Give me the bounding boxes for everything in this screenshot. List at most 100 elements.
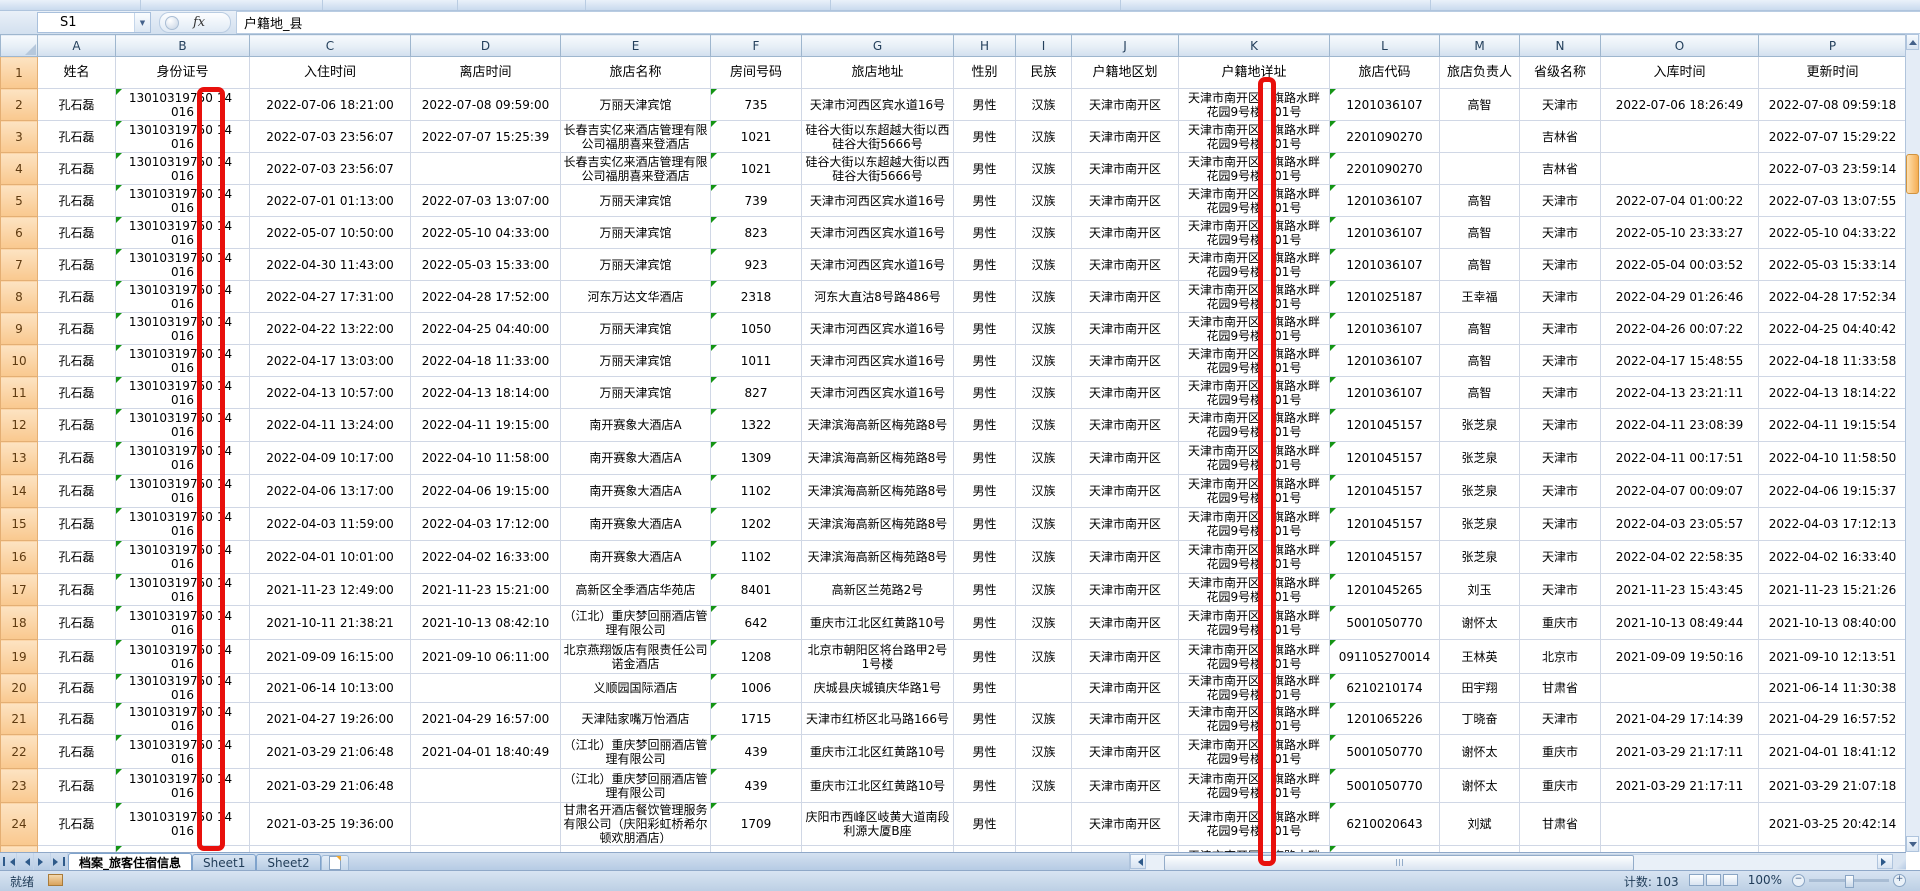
- cell-store-time[interactable]: 2022-04-02 22:58:35: [1600, 540, 1759, 574]
- cell-checkin-time[interactable]: 2021-11-23 12:49:00: [249, 573, 411, 606]
- cell-store-time[interactable]: 2022-07-06 18:26:49: [1600, 88, 1759, 121]
- cell-checkin-time[interactable]: 2022-04-09 10:17:00: [249, 441, 411, 475]
- cell-checkout-time[interactable]: 2022-04-10 11:58:00: [410, 441, 561, 475]
- cell-region[interactable]: 天津市南开区: [1071, 734, 1179, 769]
- horizontal-scrollbar-thumb[interactable]: [1164, 854, 1634, 871]
- cell-hotel-name[interactable]: 万丽天津宾馆: [560, 184, 711, 217]
- cell-hotel-code[interactable]: 1201045157: [1329, 408, 1440, 442]
- row-number[interactable]: 21: [0, 702, 38, 735]
- cell-update-time[interactable]: 2022-07-03 23:59:14: [1758, 152, 1906, 185]
- horizontal-scrollbar[interactable]: [1129, 853, 1906, 871]
- cell-checkin-time[interactable]: 2021-03-25 19:36:00: [249, 802, 411, 846]
- cell-province[interactable]: 天津市: [1519, 184, 1601, 217]
- cell-name[interactable]: 孔石磊: [37, 280, 116, 313]
- cell-store-time[interactable]: 2022-04-03 23:05:57: [1600, 507, 1759, 541]
- cell-checkin-time[interactable]: 2021-06-14 10:13:00: [249, 673, 411, 703]
- cell-name[interactable]: 孔石磊: [37, 248, 116, 281]
- cell-detail-address[interactable]: 天津市南开区 旗路水畔 花园9号楼 01号: [1178, 540, 1330, 574]
- cell-checkin-time[interactable]: 2022-04-17 13:03:00: [249, 344, 411, 377]
- column-header-D[interactable]: D: [410, 34, 561, 57]
- cell-hotel-code[interactable]: 1201036107: [1329, 184, 1440, 217]
- cell-hotel-code[interactable]: [1329, 845, 1440, 852]
- cell-room-number[interactable]: 1050: [710, 312, 802, 345]
- cell-gender[interactable]: 男性: [953, 673, 1016, 703]
- cell-name[interactable]: 孔石磊: [37, 312, 116, 345]
- zoom-slider-thumb[interactable]: [1845, 875, 1854, 888]
- cell-checkout-time[interactable]: 2022-04-11 19:15:00: [410, 408, 561, 442]
- cell-hotel-code[interactable]: 1201036107: [1329, 88, 1440, 121]
- cell-room-number[interactable]: 1102: [710, 540, 802, 574]
- cell-id-number[interactable]: 13010319750 14 016: [115, 507, 250, 541]
- cell-update-time[interactable]: 2021-10-13 08:40:00: [1758, 605, 1906, 640]
- cell-checkin-time[interactable]: 2021-09-09 16:15:00: [249, 639, 411, 674]
- cell-detail-address[interactable]: 天津市南开区 旗路水畔 花园9号楼 01号: [1178, 376, 1330, 409]
- cell-room-number[interactable]: 439: [710, 734, 802, 769]
- cell-hotel-address[interactable]: 天津市河西区宾水道16号: [801, 88, 954, 121]
- cell-checkout-time[interactable]: 2022-04-13 18:14:00: [410, 376, 561, 409]
- column-header-B[interactable]: B: [115, 34, 250, 57]
- cell-province[interactable]: 吉林省: [1519, 120, 1601, 153]
- cell-detail-address[interactable]: 天津市南开区 旗路水畔 花园9号楼 01号: [1178, 802, 1330, 846]
- cell-store-time[interactable]: 2022-04-11 00:17:51: [1600, 441, 1759, 475]
- cell-hotel-manager[interactable]: 高智: [1439, 248, 1520, 281]
- cell-detail-address[interactable]: 天津市南开区 旗路水畔 花园9号楼 01号: [1178, 184, 1330, 217]
- cell-hotel-manager[interactable]: [1439, 152, 1520, 185]
- cell-room-number[interactable]: 1011: [710, 344, 802, 377]
- cell-hotel-name[interactable]: （江北）重庆梦回丽酒店管理有限公司: [560, 605, 711, 640]
- cell-region[interactable]: 天津市南开区: [1071, 573, 1179, 606]
- cell-store-time[interactable]: 2022-05-10 23:33:27: [1600, 216, 1759, 249]
- cell-province[interactable]: 天津市: [1519, 376, 1601, 409]
- cell-checkin-time[interactable]: 2022-04-01 10:01:00: [249, 540, 411, 574]
- cell-id-number[interactable]: 13010319750 14 016: [115, 540, 250, 574]
- cell-store-time[interactable]: 2022-04-13 23:21:11: [1600, 376, 1759, 409]
- cell-gender[interactable]: 男性: [953, 88, 1016, 121]
- cell-id-number[interactable]: 13010319750 14 016: [115, 408, 250, 442]
- cell-update-time[interactable]: 2022-04-25 04:40:42: [1758, 312, 1906, 345]
- cell-room-number[interactable]: 739: [710, 184, 802, 217]
- cell-province[interactable]: 天津市: [1519, 474, 1601, 508]
- cell-update-time[interactable]: 2022-05-03 15:33:14: [1758, 248, 1906, 281]
- cell-hotel-address[interactable]: 硅谷大街以东超越大街以西硅谷大街5666号: [801, 152, 954, 185]
- cell-hotel-name[interactable]: 万丽天津宾馆: [560, 312, 711, 345]
- cell-checkin-time[interactable]: 2022-04-27 17:31:00: [249, 280, 411, 313]
- cell-province[interactable]: 天津市: [1519, 280, 1601, 313]
- cell-region[interactable]: 天津市南开区: [1071, 152, 1179, 185]
- cell-name[interactable]: 孔石磊: [37, 216, 116, 249]
- row-number[interactable]: 8: [0, 280, 38, 313]
- cell-update-time[interactable]: 2022-04-13 18:14:22: [1758, 376, 1906, 409]
- cell-checkin-time[interactable]: 2022-04-22 13:22:00: [249, 312, 411, 345]
- cell-ethnicity[interactable]: 汉族: [1015, 441, 1072, 475]
- vertical-scrollbar[interactable]: [1905, 34, 1920, 852]
- cell-update-time[interactable]: 2021-09-10 12:13:51: [1758, 639, 1906, 674]
- row-number[interactable]: 7: [0, 248, 38, 281]
- cell-province[interactable]: 天津市: [1519, 88, 1601, 121]
- row-number[interactable]: 1: [0, 56, 38, 89]
- cell-store-time[interactable]: 2021-04-29 17:14:39: [1600, 702, 1759, 735]
- field-header[interactable]: 入库时间: [1600, 56, 1759, 89]
- cell-detail-address[interactable]: 天津市南开区 旗路水畔 花园9号楼 01号: [1178, 280, 1330, 313]
- cell-region[interactable]: 天津市南开区: [1071, 120, 1179, 153]
- zoom-out-icon[interactable]: −: [1792, 874, 1805, 887]
- cell-region[interactable]: 天津市南开区: [1071, 441, 1179, 475]
- cell-update-time[interactable]: 2021-03-29 21:07:18: [1758, 768, 1906, 803]
- cell-id-number[interactable]: 13010319750 14 016: [115, 184, 250, 217]
- cell-gender[interactable]: 男性: [953, 474, 1016, 508]
- cell-id-number[interactable]: [115, 845, 250, 852]
- row-number[interactable]: 18: [0, 605, 38, 640]
- cell-name[interactable]: 孔石磊: [37, 768, 116, 803]
- cell-id-number[interactable]: 13010319750 14 016: [115, 702, 250, 735]
- cell-detail-address[interactable]: 天津市南开区 旗路水畔 花园9号楼 01号: [1178, 639, 1330, 674]
- cell-store-time[interactable]: 2022-04-17 15:48:55: [1600, 344, 1759, 377]
- cell-hotel-address[interactable]: 天津滨海高新区梅苑路8号: [801, 474, 954, 508]
- cell-province[interactable]: 天津市: [1519, 312, 1601, 345]
- cell-hotel-name[interactable]: 北京燕翔饭店有限责任公司诺金酒店: [560, 639, 711, 674]
- cell-hotel-manager[interactable]: 高智: [1439, 216, 1520, 249]
- row-number[interactable]: 22: [0, 734, 38, 769]
- row-number[interactable]: 12: [0, 408, 38, 442]
- cell-hotel-name[interactable]: 义顺园国际酒店: [560, 673, 711, 703]
- cell-update-time[interactable]: 2022-04-10 11:58:50: [1758, 441, 1906, 475]
- row-number[interactable]: 2: [0, 88, 38, 121]
- cell-region[interactable]: 天津市南开区: [1071, 507, 1179, 541]
- cell-room-number[interactable]: 827: [710, 376, 802, 409]
- cell-hotel-name[interactable]: （江北）重庆梦回丽酒店管理有限公司: [560, 768, 711, 803]
